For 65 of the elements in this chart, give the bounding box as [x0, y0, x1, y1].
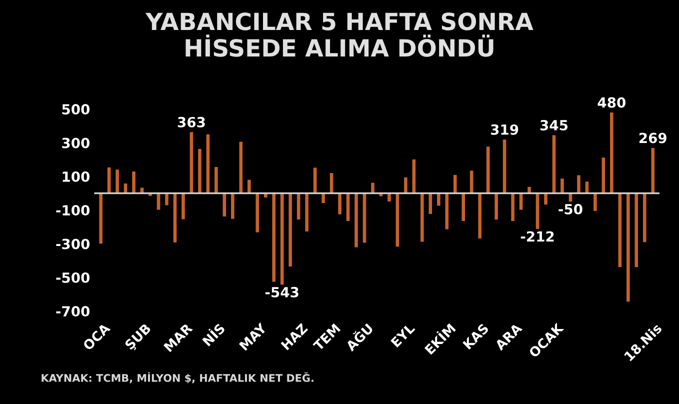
bar: [462, 193, 466, 222]
y-tick-label: -300: [56, 238, 90, 250]
bar: [511, 193, 514, 222]
y-tick-label: 500: [62, 104, 90, 115]
y-tick-label: -700: [56, 306, 90, 317]
bar: [494, 193, 498, 220]
data-label: 269: [639, 132, 666, 144]
bar: [610, 112, 614, 194]
bar: [280, 193, 284, 285]
bar: [651, 148, 655, 194]
bar: [388, 193, 391, 202]
x-tick-label: EYL: [390, 322, 416, 348]
bar: [338, 193, 342, 214]
bar: [445, 193, 449, 230]
bar: [634, 193, 638, 268]
data-label: 319: [490, 124, 518, 135]
bar: [173, 193, 177, 242]
bar: [594, 193, 597, 211]
bar: [577, 175, 580, 194]
bar: [206, 134, 210, 194]
bar: [371, 182, 374, 194]
bar: [256, 193, 260, 232]
bar: [116, 170, 119, 194]
bar: [99, 193, 102, 244]
chart-title: YABANCILAR 5 HAFTA SONRA HİSSEDE ALIMA DÖNDÜ: [145, 12, 534, 57]
bar: [231, 193, 234, 219]
bar: [544, 193, 548, 205]
bar: [478, 193, 482, 238]
bar: [502, 140, 506, 194]
y-tick-label: -500: [56, 272, 90, 283]
y-tick-label: 100: [62, 171, 90, 182]
data-label: -543: [265, 286, 298, 298]
bar: [528, 186, 531, 194]
data-label: -50: [558, 204, 582, 214]
bar: [404, 177, 408, 194]
bar: [486, 146, 490, 194]
bar: [560, 178, 564, 194]
bar: [132, 172, 136, 194]
bar: [354, 193, 358, 248]
bar: [288, 193, 292, 266]
bar: [305, 193, 308, 232]
bar: [247, 180, 251, 194]
bar: [214, 166, 218, 194]
data-label: -212: [520, 231, 554, 242]
bar: [272, 193, 276, 282]
bar: [626, 193, 630, 302]
data-label: 345: [540, 120, 568, 130]
bar: [190, 132, 194, 194]
text: KAYNAK: TCMB, MİLYON $, HAFTALIK NET DEĞ.: [42, 372, 314, 384]
bar: [322, 193, 325, 204]
bar: [396, 193, 400, 247]
bar: [198, 148, 202, 194]
bar: [182, 193, 185, 220]
bar: [453, 174, 457, 194]
bar: [165, 193, 168, 206]
bar: [552, 135, 556, 194]
data-label: 363: [178, 116, 205, 128]
bar: [239, 142, 243, 194]
bar: [420, 193, 424, 242]
data-label: 480: [598, 97, 626, 108]
bar: [436, 193, 440, 206]
bar: [642, 193, 646, 242]
y-tick-label: -100: [56, 205, 90, 216]
y-tick-label: 300: [62, 138, 90, 148]
bar: [618, 193, 622, 268]
